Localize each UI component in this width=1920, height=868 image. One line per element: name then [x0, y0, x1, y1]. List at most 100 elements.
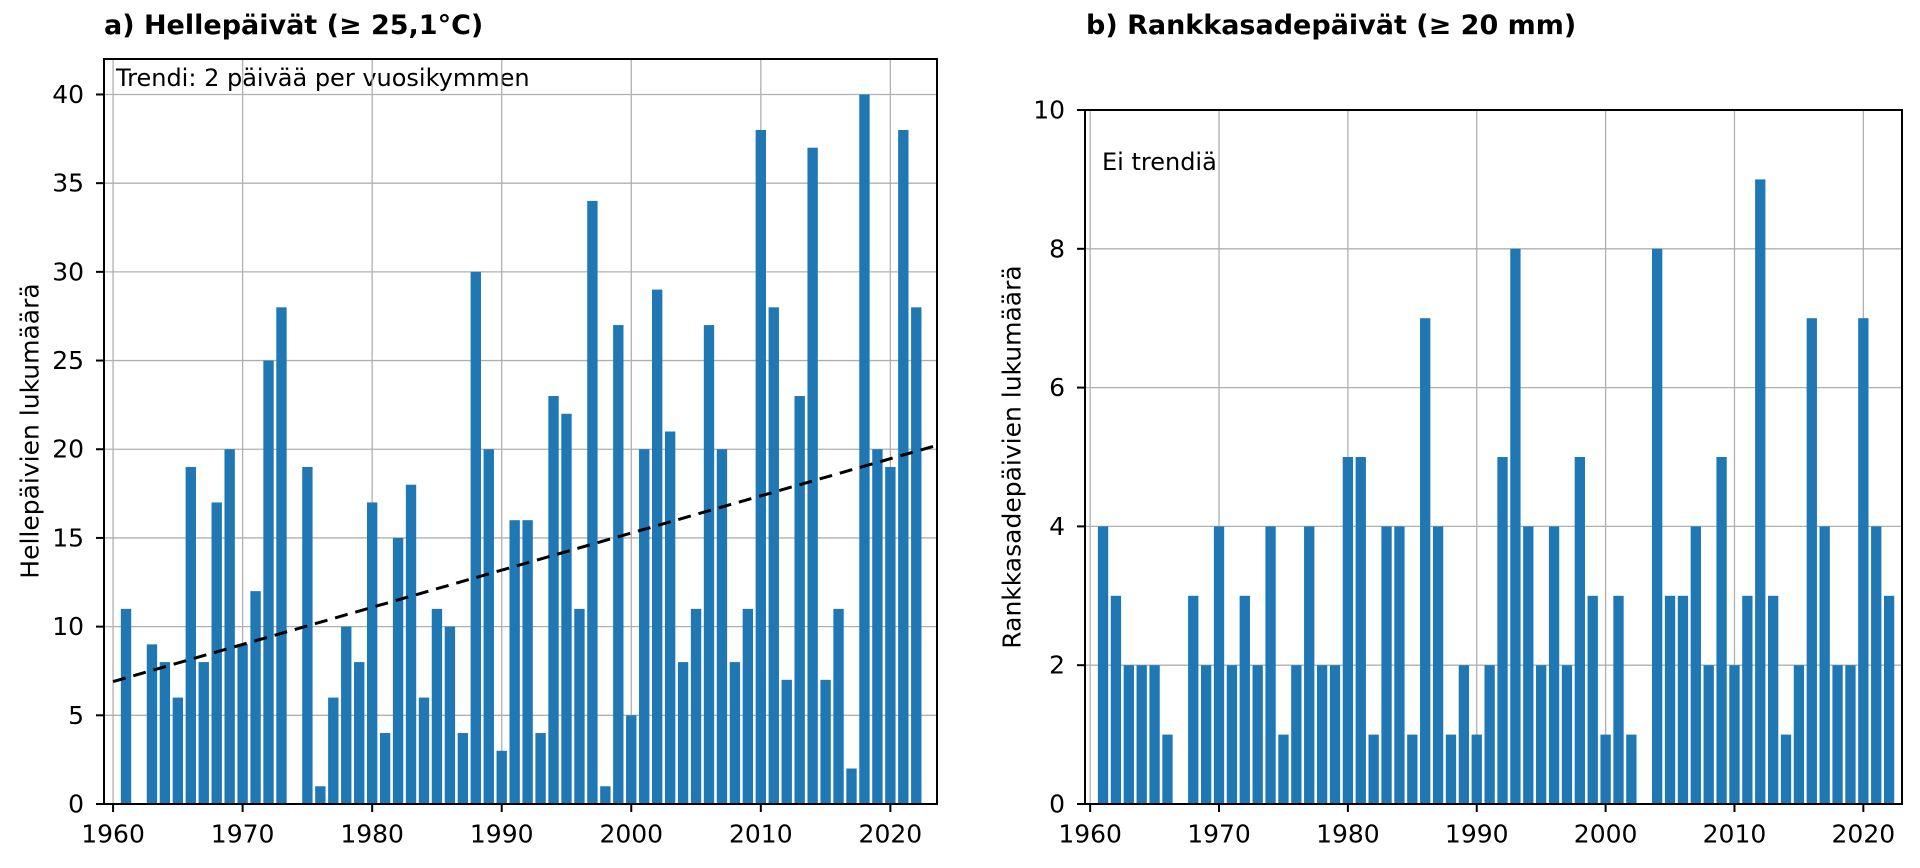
bar-1997 [587, 200, 598, 804]
bar-2002 [651, 289, 663, 805]
bar-1964 [159, 662, 171, 804]
chart-a-trend-annotation: Trendi: 2 päivää per vuosikymmen [116, 64, 530, 92]
bar-1961 [120, 608, 132, 804]
y-tick-label: 4 [1049, 512, 1065, 541]
bar-2020 [885, 466, 896, 804]
bar-2004 [677, 662, 689, 804]
y-tick-label: 30 [52, 257, 84, 286]
bar-2003 [664, 431, 676, 804]
bar-1986 [444, 626, 456, 804]
bar-2004 [1652, 248, 1663, 805]
bar-2016 [1806, 318, 1817, 804]
bar-2018 [859, 94, 870, 804]
bar-1984 [1394, 526, 1405, 804]
bar-1991 [509, 520, 520, 804]
bar-2000 [1600, 734, 1611, 804]
bar-1971 [250, 591, 261, 804]
bar-2007 [1690, 526, 1701, 804]
bar-2001 [639, 449, 650, 804]
bar-1977 [328, 697, 339, 804]
bar-1994 [1523, 526, 1534, 804]
bar-1992 [1497, 457, 1508, 804]
y-tick-label: 15 [52, 523, 84, 552]
tick-marks [96, 93, 892, 812]
bar-1970 [1213, 526, 1225, 804]
x-tick-label: 2020 [1832, 819, 1896, 848]
bar-1992 [522, 520, 533, 804]
bar-2015 [1793, 665, 1805, 804]
bar-1965 [1149, 665, 1160, 804]
x-tick-label: 2000 [1574, 819, 1638, 848]
bar-2014 [1780, 734, 1792, 804]
bar-1972 [1239, 595, 1250, 804]
bar-1999 [613, 325, 624, 804]
bar-1980 [366, 502, 378, 804]
y-tick-label: 40 [52, 80, 84, 109]
bar-1969 [224, 449, 235, 804]
bar-1975 [1278, 734, 1289, 804]
bar-1999 [1587, 595, 1598, 804]
y-tick-label: 6 [1049, 373, 1065, 402]
bar-2001 [1613, 595, 1624, 804]
bar-2000 [626, 715, 637, 804]
bar-1996 [574, 608, 585, 804]
bar-1998 [600, 786, 611, 804]
bar-2009 [742, 608, 754, 804]
y-tick-label: 10 [52, 612, 84, 641]
x-tick-label: 1980 [1316, 819, 1380, 848]
bar-1965 [172, 697, 184, 804]
x-tick-label: 2020 [859, 819, 923, 848]
bar-1991 [1484, 665, 1495, 804]
bar-2006 [703, 325, 715, 804]
plot-frame [1084, 109, 1903, 805]
bar-2019 [1845, 665, 1856, 804]
chart-a-plot: 1960 1970 1980 1990 2000 2010 2020 0 5 10 15 20 25 30… [52, 58, 938, 848]
x-tick-label: 2000 [599, 819, 663, 848]
bar-2010 [755, 129, 766, 804]
bar-2012 [781, 679, 792, 804]
plot-frame [103, 58, 938, 805]
bar-1963 [146, 644, 158, 804]
bar-1993 [535, 733, 546, 804]
y-tick-label: 8 [1049, 234, 1065, 263]
y-tick-label: 20 [52, 435, 84, 464]
bar-2011 [1742, 595, 1753, 804]
x-tick-label: 1970 [211, 819, 275, 848]
y-tick-label: 25 [52, 346, 84, 375]
bar-1973 [1252, 665, 1263, 804]
bar-1976 [315, 786, 326, 804]
bar-1961 [1097, 526, 1109, 804]
tick-labels: 1960 1970 1980 1990 2000 2010 2020 0 5 10 15 20 25 30… [52, 80, 922, 848]
x-tick-label: 1960 [81, 819, 145, 848]
bar-1977 [1304, 526, 1315, 804]
bar-1990 [1471, 734, 1482, 804]
bar-1974 [1265, 526, 1276, 804]
bar-1972 [263, 360, 274, 804]
x-tick-label: 2010 [1703, 819, 1767, 848]
x-tick-label: 1990 [470, 819, 534, 848]
bar-2008 [1703, 665, 1714, 804]
bar-2008 [729, 662, 741, 804]
bar-1995 [1536, 665, 1547, 804]
x-tick-label: 1990 [1445, 819, 1509, 848]
bar-2011 [768, 307, 779, 804]
bar-2017 [1819, 526, 1830, 804]
bar-2015 [820, 679, 831, 804]
bar-2005 [1664, 595, 1676, 804]
bar-1963 [1123, 665, 1134, 804]
y-tick-label: 10 [1033, 96, 1065, 125]
bar-1979 [1329, 665, 1341, 804]
bar-1983 [405, 484, 417, 804]
tick-labels: 1960 1970 1980 1990 2000 2010 2020 0 2 4 6 8 10 [1033, 96, 1895, 849]
bar-2016 [833, 608, 844, 804]
bar-2020 [1858, 318, 1869, 804]
bar-1976 [1291, 665, 1302, 804]
chart-b-title: b) Rankkasadepäivät (≥ 20 mm) [1086, 10, 1577, 41]
bar-1962 [1110, 595, 1122, 804]
bars [1097, 179, 1895, 805]
y-tick-label: 0 [68, 790, 84, 819]
bar-1989 [1458, 665, 1470, 804]
bar-1980 [1342, 457, 1354, 804]
bar-1966 [185, 466, 196, 804]
